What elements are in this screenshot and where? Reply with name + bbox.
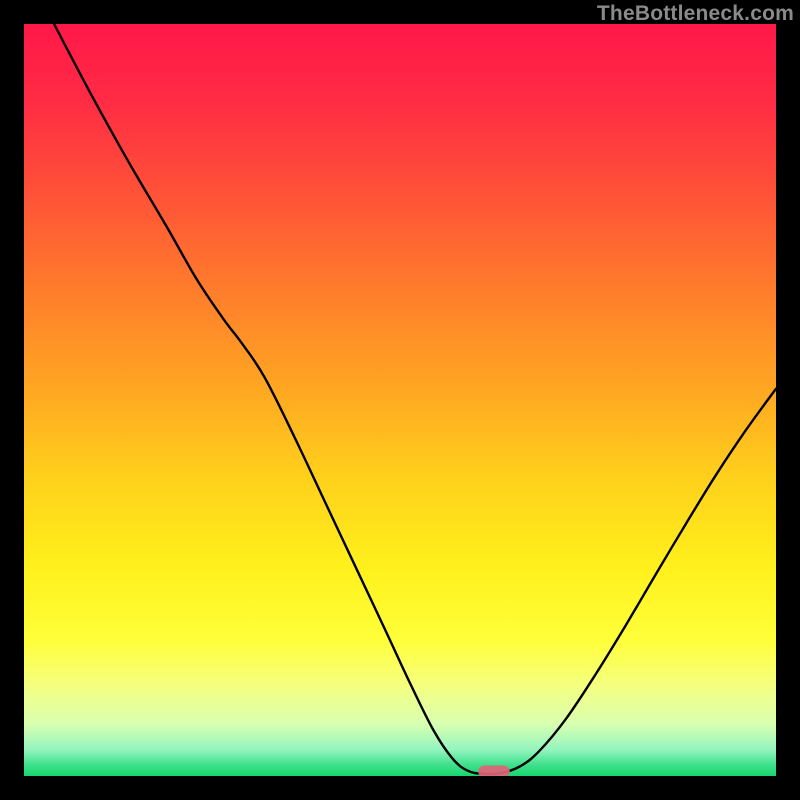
plot-area (24, 24, 776, 776)
minimum-marker (478, 765, 510, 776)
chart-frame: { "watermark": { "text": "TheBottleneck.… (0, 0, 800, 800)
watermark-text: TheBottleneck.com (597, 2, 794, 26)
chart-svg (24, 24, 776, 776)
